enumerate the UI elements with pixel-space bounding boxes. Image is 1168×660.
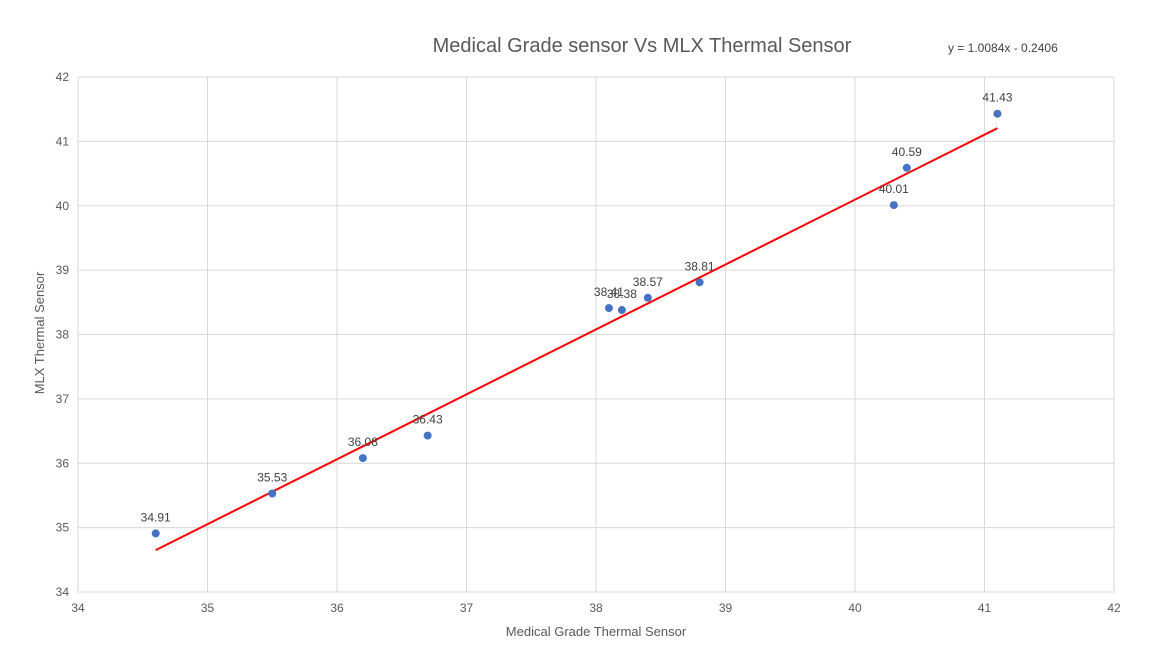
data-label: 38.57 [633,275,663,289]
y-tick-label: 42 [56,70,70,84]
data-label: 38.81 [685,259,715,273]
data-point [902,163,911,172]
data-point [993,109,1002,118]
data-label: 34.91 [141,510,171,524]
data-label: 38.38 [607,287,637,301]
data-point [695,278,704,287]
data-point [617,306,626,315]
data-points [151,109,1002,538]
y-tick-label: 41 [56,134,70,148]
trendline-group [155,127,998,552]
data-label: 36.08 [348,435,378,449]
tick-labels: 34 35 36 37 38 39 40 41 42 34 35 36 37 38 39 40 41 42 [56,70,1121,615]
x-tick-label: 40 [848,601,862,615]
x-tick-label: 38 [589,601,603,615]
y-tick-label: 36 [56,456,70,470]
x-tick-label: 35 [201,601,215,615]
y-tick-label: 40 [56,199,70,213]
data-label: 35.53 [257,471,287,485]
data-point [423,431,432,440]
data-label: 38.41 [594,285,624,299]
grid [77,76,1115,593]
trendline-equation: y = 1.0084x - 0.2406 [948,41,1058,55]
trendline [155,127,998,552]
data-point [604,304,613,313]
data-point [268,489,277,498]
data-point [889,201,898,210]
data-label: 40.59 [892,145,922,159]
data-label: 36.43 [413,413,443,427]
data-point [358,454,367,463]
x-tick-label: 42 [1107,601,1121,615]
x-tick-label: 34 [71,601,85,615]
data-label: 41.43 [982,91,1012,105]
y-tick-label: 35 [56,521,70,535]
chart-title: Medical Grade sensor Vs MLX Thermal Sens… [433,35,852,57]
x-axis-label: Medical Grade Thermal Sensor [506,624,687,639]
y-tick-label: 38 [56,328,70,342]
y-tick-label: 34 [56,585,70,599]
data-point [151,529,160,538]
data-point [643,293,652,302]
x-tick-label: 39 [719,601,733,615]
data-label: 40.01 [879,182,909,196]
y-tick-label: 39 [56,263,70,277]
x-tick-label: 41 [978,601,992,615]
x-tick-label: 37 [460,601,474,615]
y-axis-label: MLX Thermal Sensor [32,271,47,394]
x-tick-label: 36 [330,601,344,615]
y-tick-label: 37 [56,392,70,406]
